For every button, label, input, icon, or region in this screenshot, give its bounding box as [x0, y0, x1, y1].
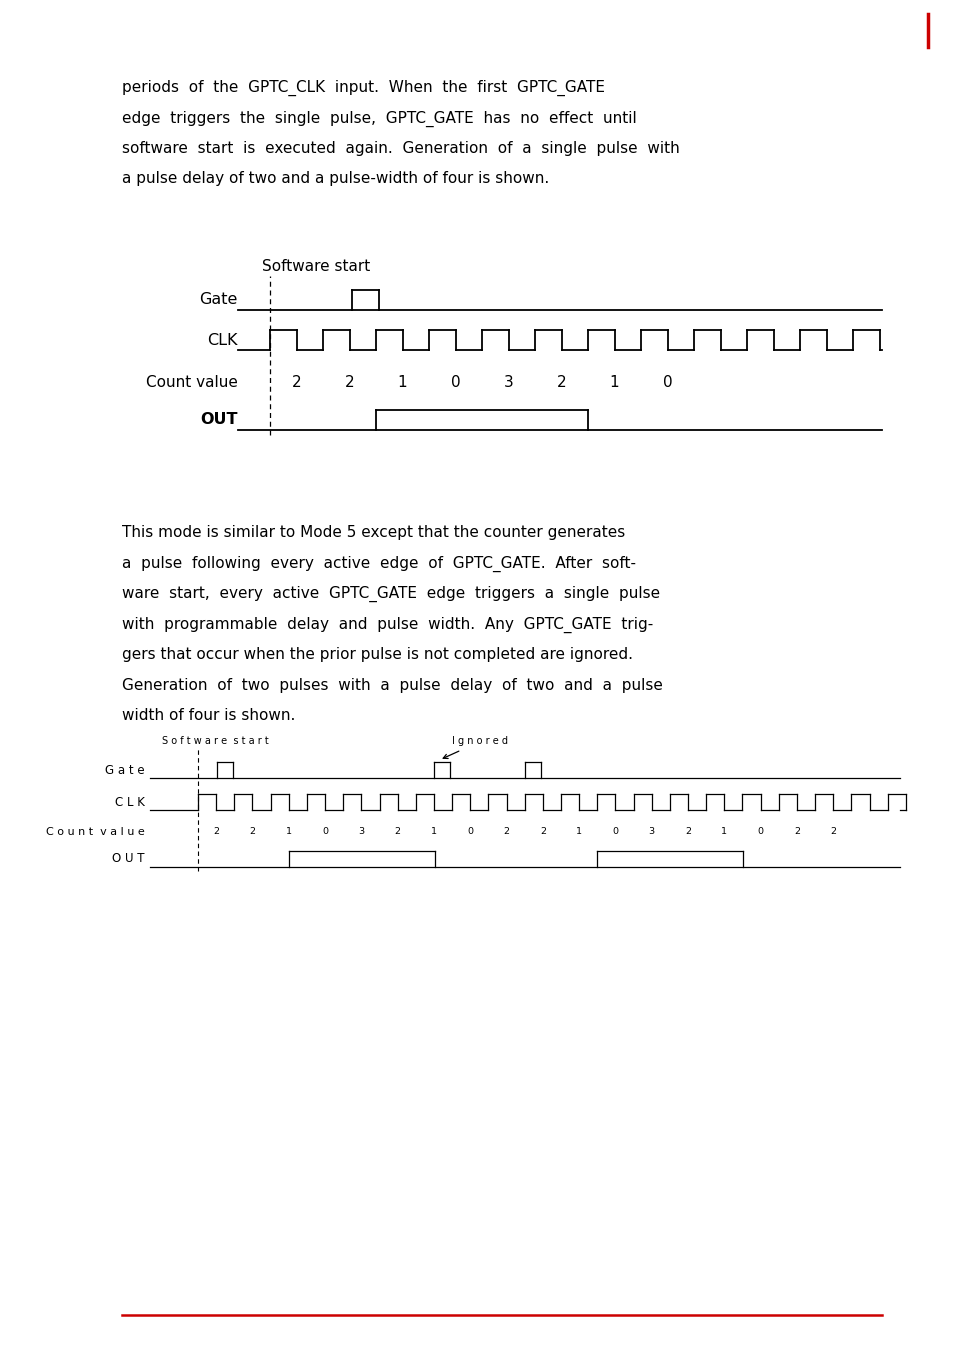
Text: 2: 2 — [395, 827, 400, 837]
Text: gers that occur when the prior pulse is not completed are ignored.: gers that occur when the prior pulse is … — [122, 648, 633, 662]
Text: 0: 0 — [662, 375, 672, 389]
Text: C L K: C L K — [115, 795, 145, 808]
Text: 2: 2 — [793, 827, 800, 837]
Text: periods  of  the  GPTC_CLK  input.  When  the  first  GPTC_GATE: periods of the GPTC_CLK input. When the … — [122, 80, 604, 96]
Text: Gate: Gate — [199, 292, 237, 307]
Text: 0: 0 — [757, 827, 762, 837]
Text: 2: 2 — [684, 827, 690, 837]
Text: 0: 0 — [450, 375, 460, 389]
Text: width of four is shown.: width of four is shown. — [122, 708, 295, 723]
Text: 2: 2 — [344, 375, 354, 389]
Text: S o f t w a r e  s t a r t: S o f t w a r e s t a r t — [162, 735, 269, 746]
Text: 0: 0 — [612, 827, 618, 837]
Text: CLK: CLK — [208, 333, 237, 347]
Text: 3: 3 — [358, 827, 364, 837]
Text: 3: 3 — [648, 827, 654, 837]
Text: Software start: Software start — [262, 260, 370, 274]
Text: 2: 2 — [829, 827, 836, 837]
Text: 2: 2 — [539, 827, 545, 837]
Text: C o u n t  v a l u e: C o u n t v a l u e — [46, 827, 145, 837]
Text: O U T: O U T — [112, 853, 145, 865]
Text: Generation  of  two  pulses  with  a  pulse  delay  of  two  and  a  pulse: Generation of two pulses with a pulse de… — [122, 677, 662, 692]
Text: 1: 1 — [720, 827, 726, 837]
Text: 3: 3 — [503, 375, 513, 389]
Text: 2: 2 — [503, 827, 509, 837]
Text: I g n o r e d: I g n o r e d — [452, 735, 507, 746]
Text: 2: 2 — [557, 375, 566, 389]
Text: software  start  is  executed  again.  Generation  of  a  single  pulse  with: software start is executed again. Genera… — [122, 141, 679, 155]
Text: 1: 1 — [286, 827, 292, 837]
Text: 1: 1 — [609, 375, 618, 389]
Text: ware  start,  every  active  GPTC_GATE  edge  triggers  a  single  pulse: ware start, every active GPTC_GATE edge … — [122, 585, 659, 602]
Text: a  pulse  following  every  active  edge  of  GPTC_GATE.  After  soft-: a pulse following every active edge of G… — [122, 556, 636, 572]
Text: Count value: Count value — [146, 375, 237, 389]
Text: 1: 1 — [431, 827, 436, 837]
Text: 1: 1 — [576, 827, 581, 837]
Text: 2: 2 — [249, 827, 255, 837]
Text: a pulse delay of two and a pulse-width of four is shown.: a pulse delay of two and a pulse-width o… — [122, 172, 549, 187]
Text: 2: 2 — [292, 375, 301, 389]
Text: with  programmable  delay  and  pulse  width.  Any  GPTC_GATE  trig-: with programmable delay and pulse width.… — [122, 617, 653, 633]
Text: 2: 2 — [213, 827, 219, 837]
Text: 0: 0 — [322, 827, 328, 837]
Text: G a t e: G a t e — [105, 764, 145, 776]
Text: 1: 1 — [397, 375, 407, 389]
Text: OUT: OUT — [200, 412, 237, 427]
Text: This mode is similar to Mode 5 except that the counter generates: This mode is similar to Mode 5 except th… — [122, 525, 624, 539]
Text: edge  triggers  the  single  pulse,  GPTC_GATE  has  no  effect  until: edge triggers the single pulse, GPTC_GAT… — [122, 111, 636, 127]
Text: 0: 0 — [467, 827, 473, 837]
